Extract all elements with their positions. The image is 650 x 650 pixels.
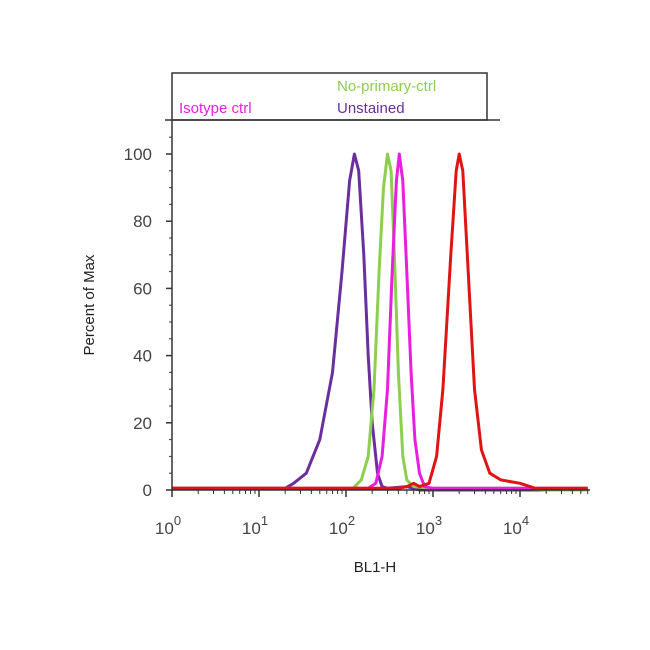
x-axis-label: BL1-H — [354, 559, 397, 576]
series-unstained — [172, 152, 588, 492]
legend-no-primary-ctrl: No-primary-ctrl — [337, 78, 436, 95]
y-tick-label: 0 — [143, 481, 152, 500]
x-tick-label: 104 — [503, 513, 529, 538]
series-isotype-ctrl — [172, 152, 588, 490]
y-axis-label: Percent of Max — [81, 254, 98, 355]
y-tick-label: 40 — [133, 347, 152, 366]
series-no-primary-ctrl — [172, 152, 588, 492]
x-tick-label: 102 — [329, 513, 355, 538]
y-tick-label: 100 — [124, 145, 152, 164]
y-tick-label: 60 — [133, 279, 152, 298]
legend-unstained: Unstained — [337, 100, 405, 117]
y-tick-label: 80 — [133, 212, 152, 231]
legend-isotype-ctrl: Isotype ctrl — [179, 100, 252, 117]
x-tick-label: 101 — [242, 513, 268, 538]
series-test — [172, 152, 588, 490]
y-tick-label: 20 — [133, 414, 152, 433]
ticks-layer: 0 20 40 60 80 100 100 101 102 103 104 — [124, 136, 589, 538]
x-tick-label: 103 — [416, 513, 442, 538]
x-tick-label: 100 — [155, 513, 181, 538]
series-layer — [172, 152, 588, 492]
